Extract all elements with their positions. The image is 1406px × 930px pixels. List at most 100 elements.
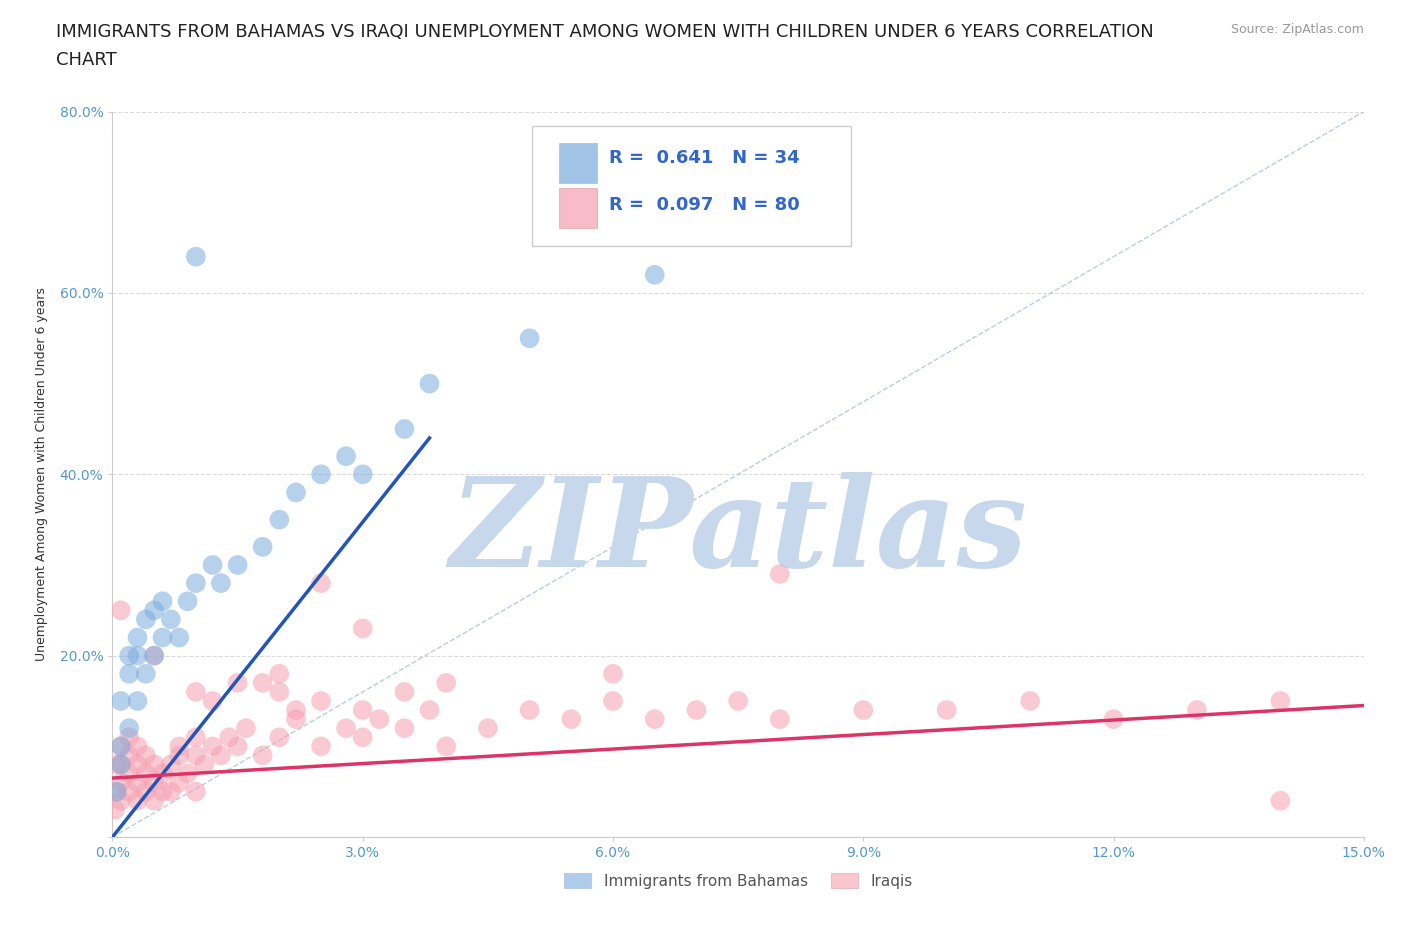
Point [252,675,274,690]
Point [1270,694,1292,709]
Point [418,377,440,392]
Point [201,738,224,753]
Y-axis label: Unemployment Among Women with Children Under 6 years: Unemployment Among Women with Children U… [35,287,48,661]
Point [226,675,249,690]
Point [644,711,666,726]
FancyBboxPatch shape [531,126,851,246]
Point [519,703,541,718]
Point [269,667,291,682]
Point [176,766,198,781]
Point [127,648,149,663]
Point [935,703,957,718]
Point [285,485,308,500]
Point [201,558,224,573]
Point [127,776,149,790]
Point [602,694,624,709]
Point [335,449,357,464]
Point [209,748,232,763]
Point [135,667,157,682]
Point [104,803,127,817]
Point [127,738,149,753]
Point [118,748,141,763]
Point [285,703,308,718]
Point [309,576,332,591]
Point [105,784,128,799]
Point [118,721,141,736]
Point [135,748,157,763]
Point [201,694,224,709]
Point [352,730,374,745]
Point [852,703,875,718]
Point [226,558,249,573]
Point [184,576,207,591]
Point [285,711,308,726]
Point [269,684,291,699]
Point [519,331,541,346]
Point [110,757,132,772]
Point [135,766,157,781]
Point [143,648,166,663]
Point [394,684,416,699]
Point [143,793,166,808]
Point [105,784,128,799]
Point [135,784,157,799]
Point [394,421,416,436]
Point [269,730,291,745]
Point [1019,694,1042,709]
Point [127,757,149,772]
FancyBboxPatch shape [560,188,596,228]
Point [118,648,141,663]
Point [167,748,190,763]
Point [118,730,141,745]
Point [477,721,499,736]
Point [184,748,207,763]
Point [143,757,166,772]
Point [1102,711,1125,726]
Text: R =  0.097   N = 80: R = 0.097 N = 80 [609,195,800,214]
Point [176,594,198,609]
Point [143,648,166,663]
Point [160,784,183,799]
Text: CHART: CHART [56,51,117,69]
Point [309,694,332,709]
Point [560,711,582,726]
Point [434,738,457,753]
Point [152,594,174,609]
Point [769,711,792,726]
Text: R =  0.641   N = 34: R = 0.641 N = 34 [609,150,800,167]
Point [152,784,174,799]
Point [352,703,374,718]
Text: Source: ZipAtlas.com: Source: ZipAtlas.com [1230,23,1364,36]
Point [143,603,166,618]
Point [269,512,291,527]
Point [418,703,440,718]
Point [335,721,357,736]
Point [110,776,132,790]
Point [152,631,174,645]
FancyBboxPatch shape [560,143,596,182]
Point [184,684,207,699]
Point [252,748,274,763]
Point [167,738,190,753]
Point [127,694,149,709]
Point [110,793,132,808]
Point [127,793,149,808]
Legend: Immigrants from Bahamas, Iraqis: Immigrants from Bahamas, Iraqis [558,867,918,895]
Point [352,467,374,482]
Point [309,467,332,482]
Point [644,268,666,283]
Point [685,703,707,718]
Text: ZIPatlas: ZIPatlas [449,472,1028,593]
Point [118,667,141,682]
Point [1185,703,1208,718]
Point [434,675,457,690]
Point [118,784,141,799]
Point [769,566,792,581]
Point [218,730,240,745]
Point [368,711,391,726]
Point [105,757,128,772]
Point [135,612,157,627]
Point [110,738,132,753]
Point [193,757,215,772]
Point [184,784,207,799]
